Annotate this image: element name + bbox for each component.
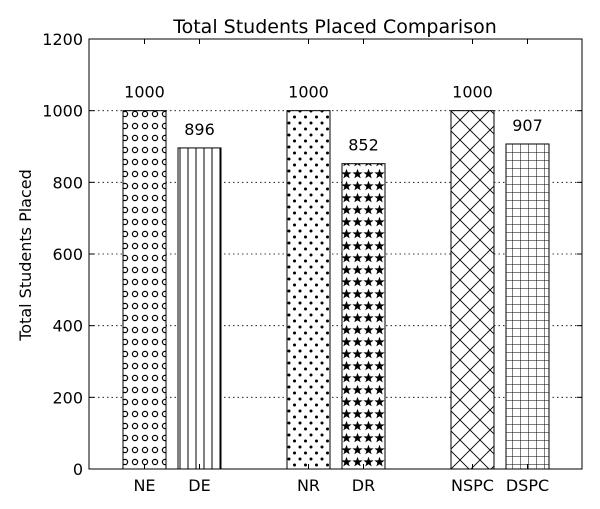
bar-nr [286, 110, 331, 470]
bar-dr [341, 163, 386, 470]
plot-area-frame [88, 38, 583, 470]
value-label-de: 896 [184, 120, 215, 139]
x-axis-ticks: NE DE NR DR NSPC DSPC [133, 39, 549, 495]
x-tick-label-ne: NE [133, 476, 155, 495]
y-tick-label: 1000 [42, 102, 83, 121]
value-label-dr: 852 [348, 136, 379, 155]
x-tick-label-nr: NR [297, 476, 320, 495]
chart-title: Total Students Placed Comparison [172, 16, 497, 38]
y-axis-ticks: 0 200 400 600 800 1000 1200 [42, 30, 582, 479]
value-label-dspc: 907 [512, 116, 543, 135]
bar-nspc [450, 110, 495, 470]
bars [122, 110, 550, 470]
x-tick-label-dr: DR [352, 476, 375, 495]
y-tick-label: 400 [52, 317, 83, 336]
value-label-ne: 1000 [124, 83, 165, 102]
value-label-nr: 1000 [288, 83, 329, 102]
value-labels: 1000 896 1000 852 1000 907 [124, 83, 543, 155]
y-tick-label: 1200 [42, 30, 83, 49]
y-tick-label: 0 [73, 460, 83, 479]
x-tick-label-nspc: NSPC [451, 476, 494, 495]
bar-de [177, 147, 222, 470]
y-tick-label: 600 [52, 245, 83, 264]
y-tick-label: 800 [52, 173, 83, 192]
bar-dspc [505, 143, 550, 470]
gridlines [89, 110, 582, 398]
bar-ne [122, 110, 167, 470]
value-label-nspc: 1000 [452, 83, 493, 102]
x-tick-label-de: DE [188, 476, 210, 495]
y-axis-label: Total Students Placed [16, 169, 35, 342]
x-tick-label-dspc: DSPC [506, 476, 549, 495]
y-tick-label: 200 [52, 388, 83, 407]
